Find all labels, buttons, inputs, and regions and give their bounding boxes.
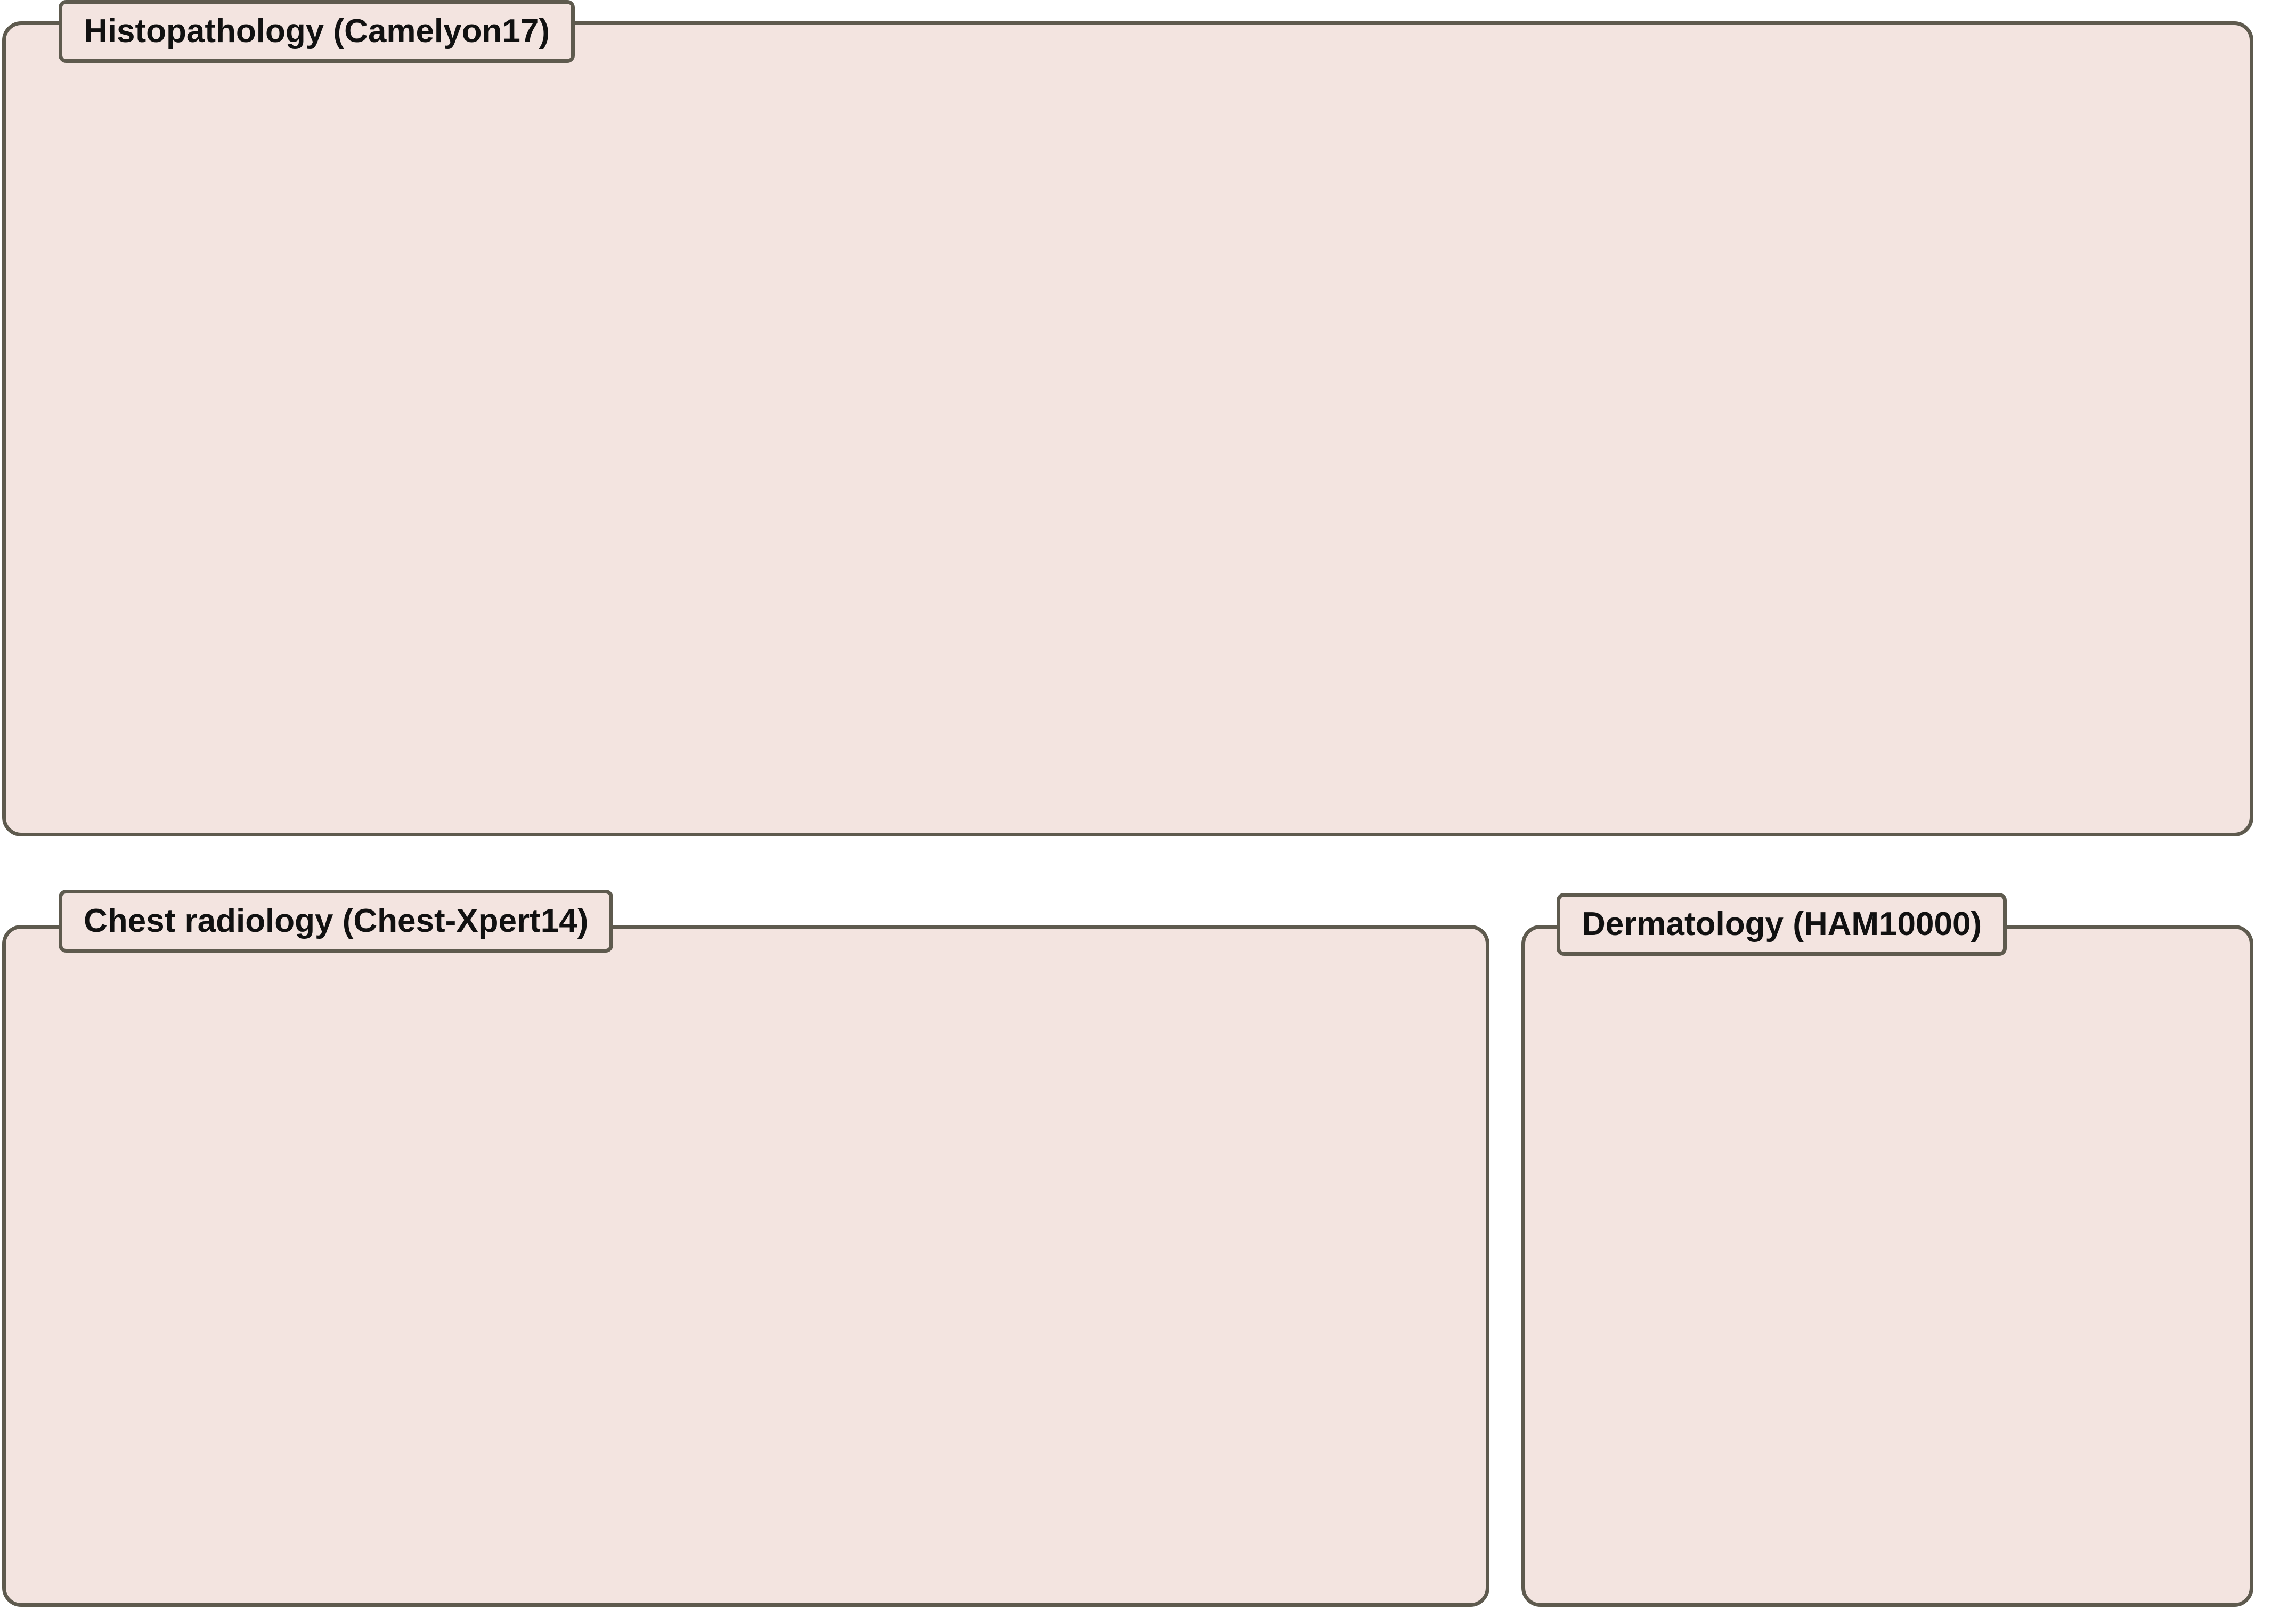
chest-radiology-panel [2,925,1489,1607]
dermatology-panel [1521,925,2253,1607]
dermatology-title: Dermatology (HAM10000) [1557,893,2007,956]
histopathology-title: Histopathology (Camelyon17) [59,0,575,63]
histopathology-panel [2,21,2253,836]
chest-radiology-title: Chest radiology (Chest-Xpert14) [59,890,614,953]
